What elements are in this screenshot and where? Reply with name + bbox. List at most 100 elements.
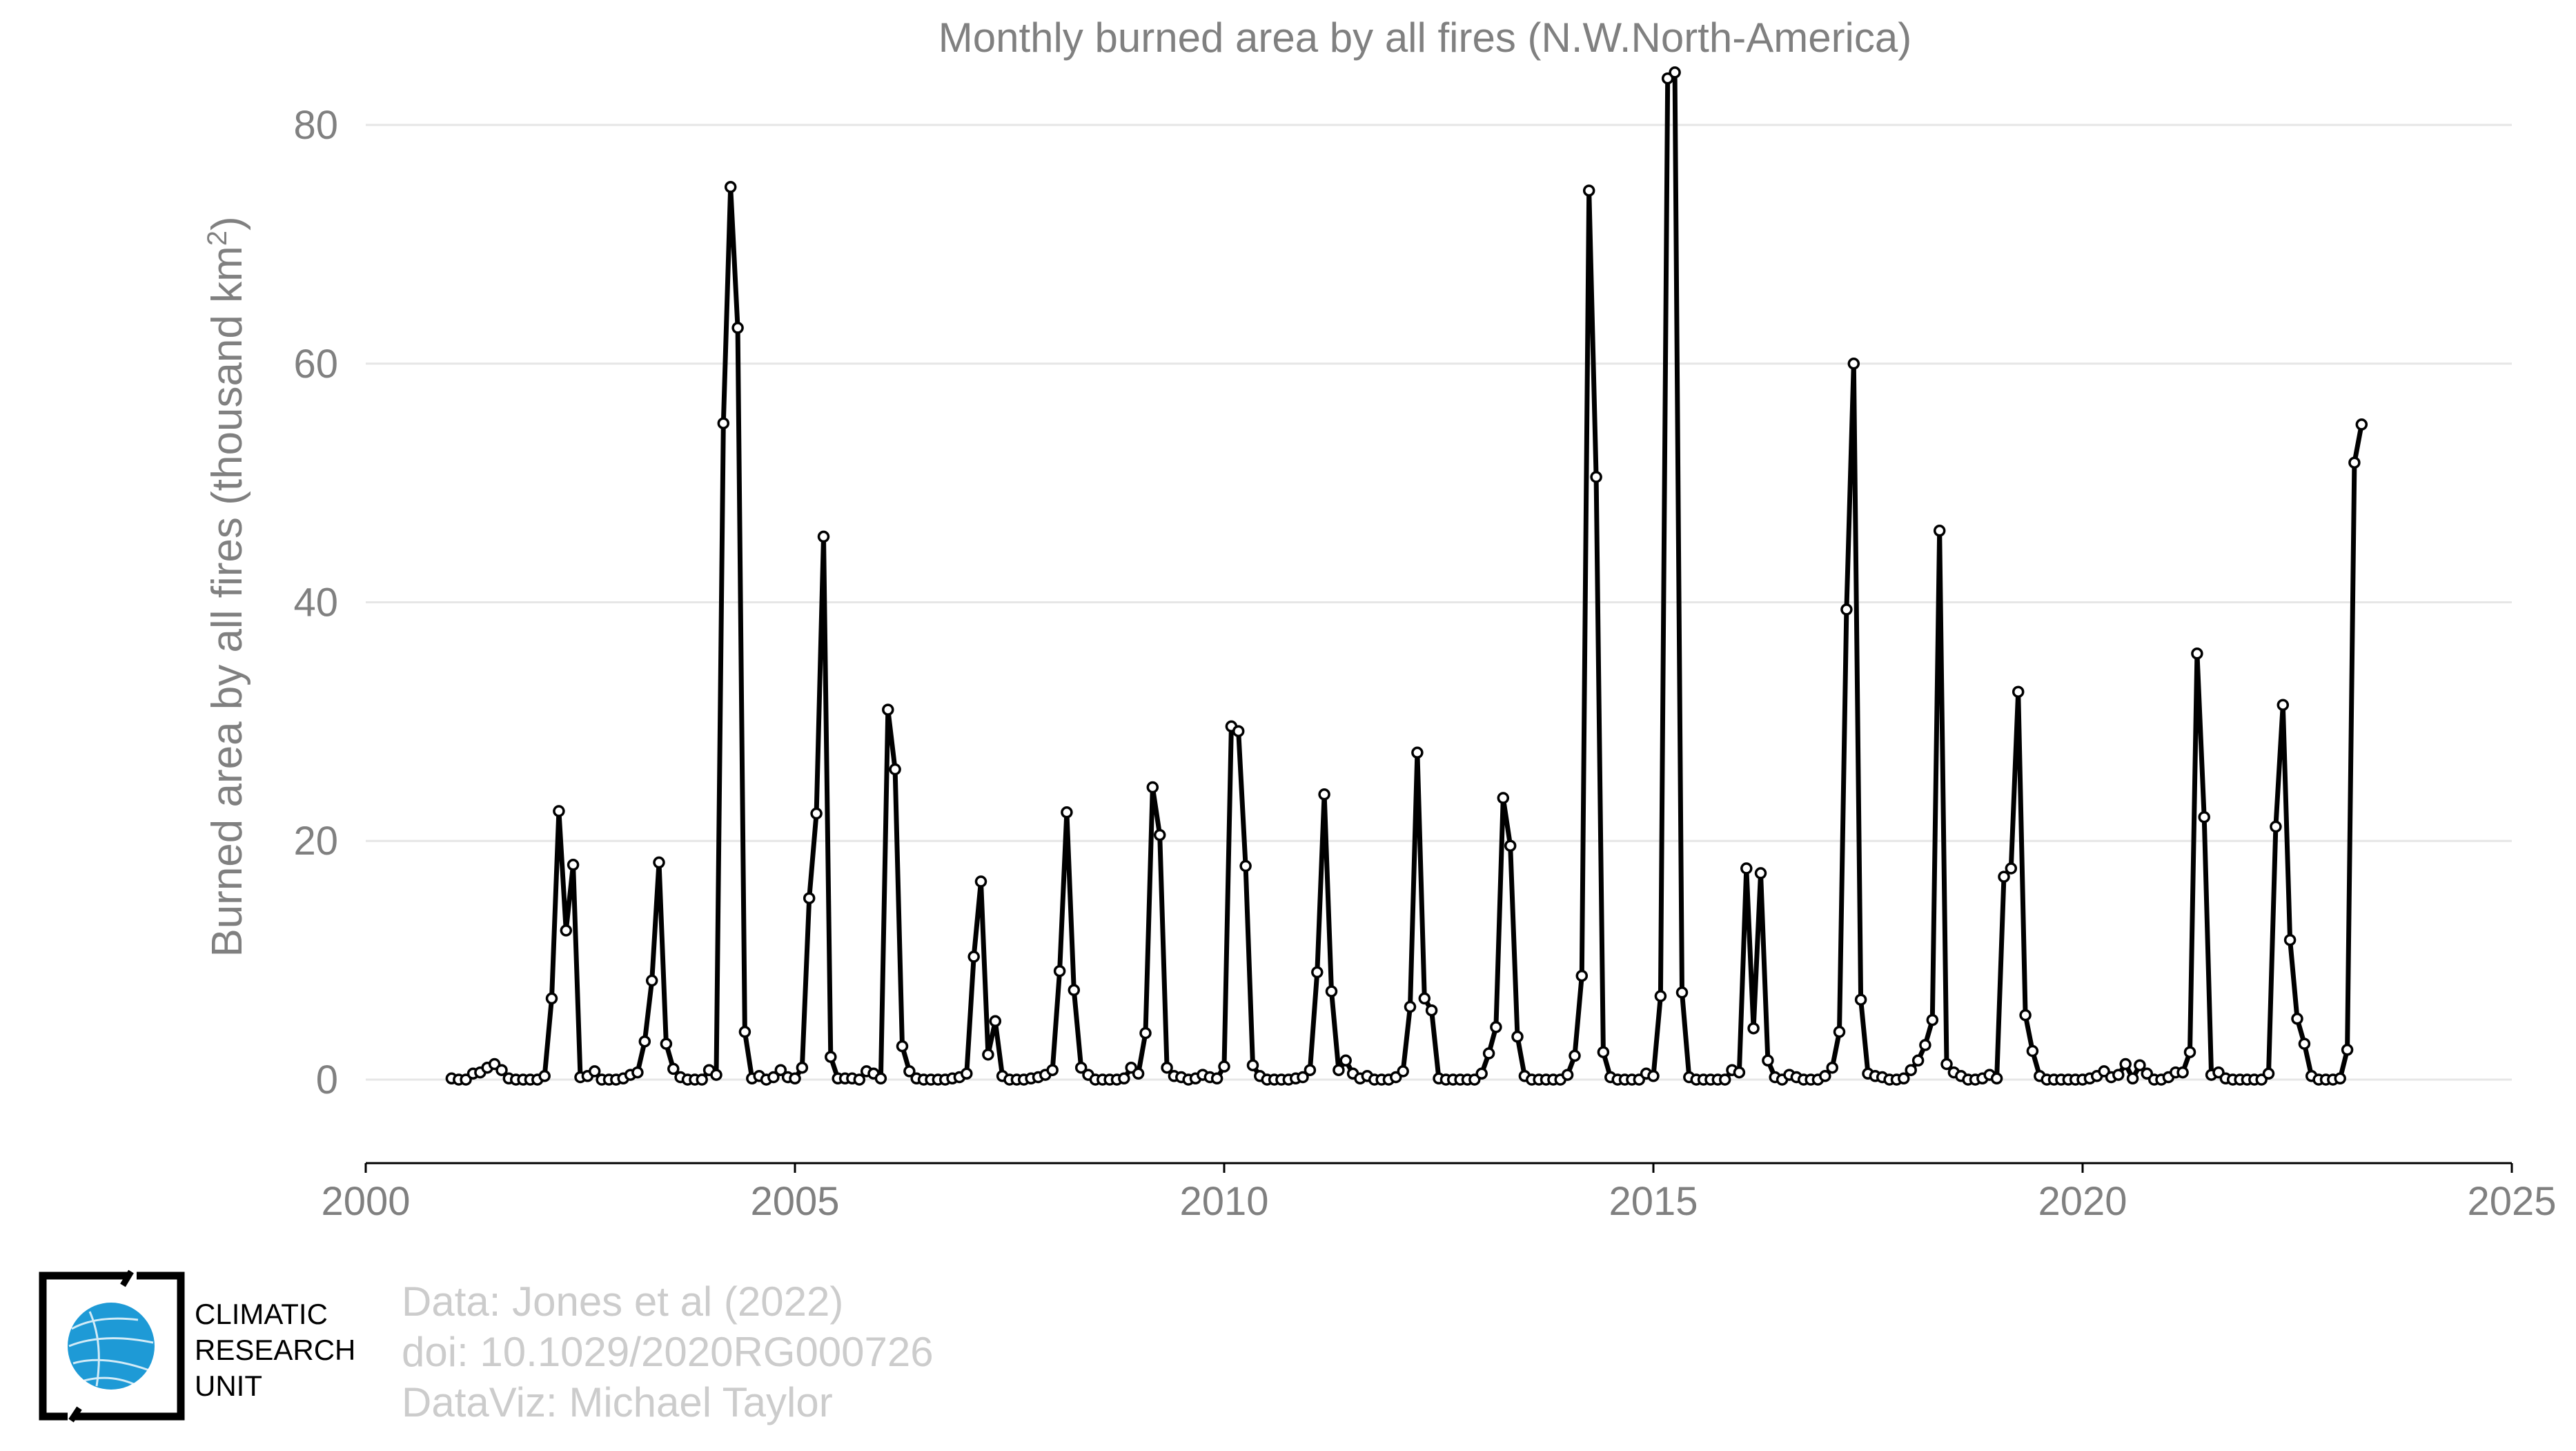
data-point (1654, 990, 1667, 1002)
data-point (724, 181, 737, 193)
data-point (645, 974, 658, 987)
data-point (2348, 456, 2361, 469)
data-point (2126, 1072, 2139, 1085)
data-point (1569, 1049, 1581, 1062)
data-point (660, 1038, 673, 1050)
data-point (810, 807, 823, 820)
data-point (882, 703, 894, 716)
data-point (1762, 1054, 1774, 1067)
data-point (1733, 1066, 1746, 1079)
data-point (1669, 66, 1681, 79)
data-point (2262, 1067, 2275, 1080)
data-point (874, 1072, 887, 1085)
data-point (1826, 1061, 1838, 1074)
data-point (1297, 1071, 1309, 1084)
chart-title: Monthly burned area by all fires (N.W.No… (938, 14, 1911, 61)
logo-bracket-slash-top (120, 1269, 134, 1287)
data-point (1318, 788, 1330, 801)
data-point (1833, 1026, 1846, 1038)
data-point (545, 992, 558, 1005)
data-point (1132, 1067, 1145, 1080)
data-point (2119, 1058, 2132, 1071)
data-point (631, 1066, 644, 1079)
data-point (1053, 964, 1066, 977)
data-point (1475, 1067, 1488, 1080)
credit-doi: doi: 10.1029/2020RG000726 (402, 1329, 934, 1375)
data-point (653, 856, 665, 869)
data-point (1482, 1047, 1495, 1060)
data-point (1504, 839, 1517, 852)
data-point (1404, 1000, 1417, 1013)
data-point (2298, 1038, 2311, 1050)
data-point (1718, 1073, 1731, 1086)
data-point (2198, 810, 2210, 824)
logo-line-1: CLIMATIC (195, 1298, 328, 1330)
data-point (1246, 1059, 1259, 1071)
data-point (803, 892, 816, 904)
data-point (1304, 1064, 1317, 1076)
credit-data-source: Data: Jones et al (2022) (402, 1278, 843, 1325)
logo-bracket-right (75, 1272, 185, 1421)
data-point (2191, 647, 2203, 660)
data-point (2112, 1069, 2125, 1081)
y-tick-label-80: 80 (293, 103, 338, 148)
data-point (2355, 418, 2368, 431)
data-point (1819, 1070, 1831, 1082)
data-point (1311, 966, 1324, 979)
data-point (1898, 1072, 1910, 1085)
data-point (696, 1073, 708, 1086)
data-point (961, 1067, 973, 1080)
data-point (1905, 1064, 1917, 1076)
data-point (2176, 1066, 2189, 1079)
data-point (774, 1064, 787, 1076)
data-point (1854, 993, 1867, 1006)
data-point (2334, 1072, 2346, 1085)
data-point (1490, 1021, 1502, 1033)
data-point (1239, 859, 1252, 873)
data-point (853, 1073, 866, 1086)
y-axis-label-main: Burned area by all fires (thousand km (204, 246, 251, 957)
data-point (2026, 1044, 2039, 1058)
data-point (1146, 781, 1159, 794)
data-point (1847, 358, 1860, 370)
x-tick-label-2005: 2005 (750, 1179, 839, 1224)
data-point (2134, 1059, 2146, 1071)
globe-icon (68, 1303, 155, 1390)
data-point (817, 530, 830, 543)
data-point (1118, 1072, 1130, 1085)
data-point (2270, 820, 2282, 833)
data-point (1990, 1072, 2003, 1085)
cru-globe-logo: CLIMATIC RESEARCH UNIT (39, 1269, 355, 1423)
data-point (889, 763, 901, 776)
data-point (1411, 746, 1424, 759)
data-point (1840, 603, 1853, 616)
x-axis-ticks: 2000 2005 2010 2015 2020 2025 (321, 1163, 2557, 1224)
logo-line-3: UNIT (195, 1370, 262, 1402)
data-point (567, 859, 580, 871)
data-point (495, 1064, 508, 1076)
x-tick-label-2010: 2010 (1179, 1179, 1268, 1224)
data-point (1418, 992, 1431, 1005)
data-point (1397, 1065, 1409, 1078)
data-point (2183, 1046, 2196, 1058)
data-point (667, 1062, 680, 1075)
data-point (1561, 1069, 1574, 1081)
y-tick-label-60: 60 (293, 342, 338, 387)
data-point (1940, 1058, 1953, 1071)
logo-line-2: RESEARCH (195, 1334, 355, 1366)
data-point (789, 1072, 801, 1085)
data-point (717, 417, 730, 429)
data-point (553, 805, 565, 817)
logo-bracket-slash-bottom (68, 1406, 82, 1423)
data-point (1511, 1031, 1524, 1043)
data-point (1425, 1004, 1438, 1017)
y-axis-label: Burned area by all fires (thousand km2) (202, 216, 251, 957)
credit-dataviz: DataViz: Michael Taylor (402, 1379, 833, 1425)
data-point (796, 1061, 809, 1074)
globe-lines (68, 1311, 154, 1387)
data-point (1740, 862, 1753, 875)
data-point (1575, 969, 1589, 982)
data-point (1210, 1072, 1223, 1085)
data-point (1339, 1054, 1352, 1067)
